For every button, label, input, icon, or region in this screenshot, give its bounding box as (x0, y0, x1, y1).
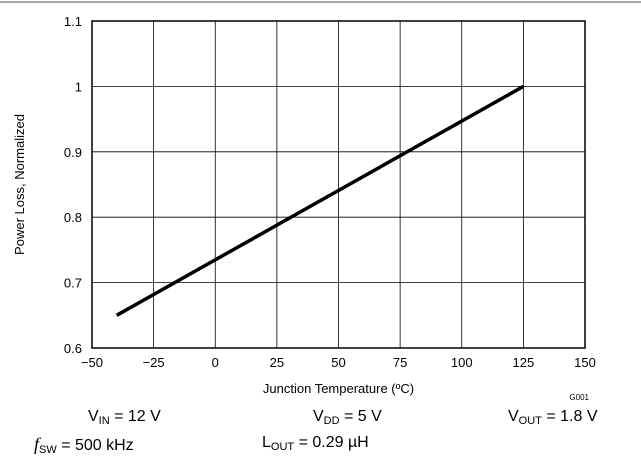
fsw-subscript: SW (39, 444, 57, 456)
x-tick-label: 25 (270, 355, 284, 370)
vdd-condition: VDD = 5 V (313, 408, 382, 427)
series-layer (117, 86, 524, 315)
lout-subscript: OUT (271, 441, 294, 453)
x-axis-title: Junction Temperature (ºC) (263, 381, 414, 396)
fsw-value: = 500 kHz (57, 437, 134, 454)
grid (92, 21, 585, 348)
x-tick-label: −25 (143, 355, 165, 370)
series-line (117, 86, 524, 315)
lout-value: = 0.29 µH (294, 434, 369, 451)
y-tick-labels: 0.6 0.7 0.8 0.9 1 1.1 (64, 14, 82, 356)
vin-value: = 12 V (110, 408, 161, 425)
vdd-symbol: V (313, 408, 324, 425)
vdd-value: = 5 V (340, 408, 382, 425)
y-tick-label: 1 (75, 79, 82, 94)
x-tick-label: 100 (451, 355, 473, 370)
vin-condition: VIN = 12 V (88, 408, 161, 427)
y-tick-label: 0.8 (64, 210, 82, 225)
y-tick-label: 0.9 (64, 145, 82, 160)
x-tick-label: 50 (331, 355, 345, 370)
x-tick-labels: −50 −25 0 25 50 75 100 125 150 (81, 355, 596, 370)
figure-id: G001 (569, 393, 589, 402)
vdd-subscript: DD (324, 415, 340, 427)
y-tick-label: 0.7 (64, 276, 82, 291)
x-tick-label: −50 (81, 355, 103, 370)
vout-value: = 1.8 V (542, 408, 598, 425)
x-tick-label: 0 (212, 355, 219, 370)
y-tick-label: 1.1 (64, 14, 82, 29)
fsw-condition: fSW = 500 kHz (34, 434, 134, 456)
vin-symbol: V (88, 408, 99, 425)
x-tick-label: 125 (513, 355, 535, 370)
lout-symbol: L (262, 434, 271, 451)
vin-subscript: IN (99, 415, 110, 427)
x-tick-label: 150 (574, 355, 596, 370)
vout-symbol: V (508, 408, 519, 425)
vout-condition: VOUT = 1.8 V (508, 408, 598, 427)
lout-condition: LOUT = 0.29 µH (262, 434, 369, 453)
y-tick-label: 0.6 (64, 341, 82, 356)
vout-subscript: OUT (519, 415, 542, 427)
x-tick-label: 75 (393, 355, 407, 370)
y-axis-title: Power Loss, Normalized (12, 114, 27, 255)
